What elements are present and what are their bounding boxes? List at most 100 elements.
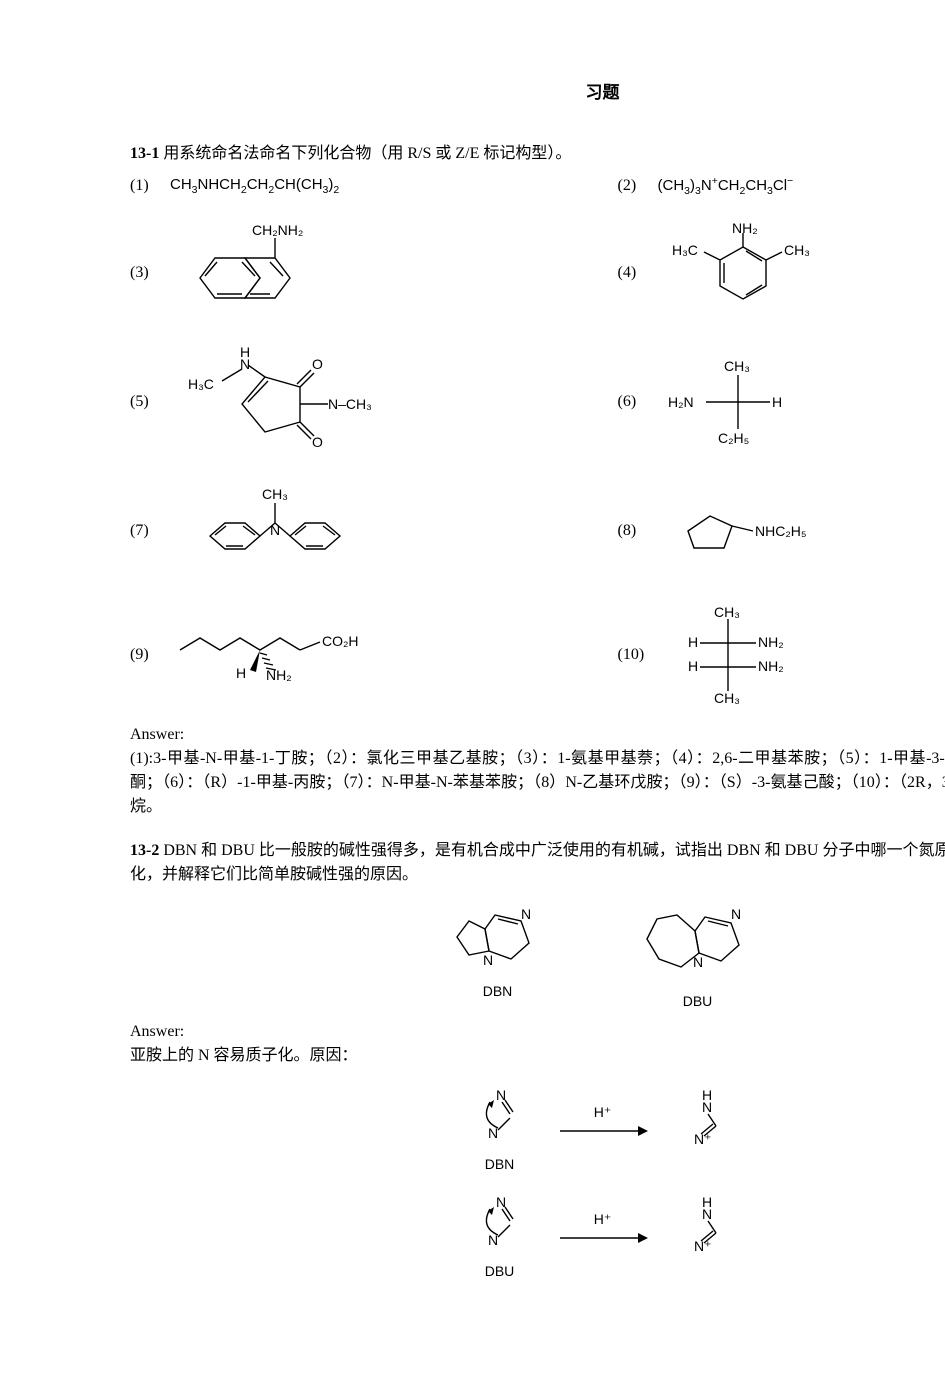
mech-dbu-N-bot: N bbox=[488, 1232, 498, 1248]
mech-dbu-arrow: H⁺ bbox=[558, 1209, 648, 1260]
structure-8: NHC₂H₅ bbox=[658, 496, 838, 566]
idx-9: (9) bbox=[130, 643, 158, 667]
item-3: (3) CH₂NH₂ bbox=[130, 223, 588, 323]
label-5-left: H₃C bbox=[188, 376, 214, 392]
mech-dbu-left: N N DBU bbox=[460, 1187, 540, 1282]
formula-2: (CH3)3N+CH2CH3Cl− bbox=[658, 174, 794, 200]
item-4: (4) NH₂ H₃C CH₃ bbox=[618, 223, 945, 323]
page-title: 习题 bbox=[130, 80, 945, 106]
label-8-right: NHC₂H₅ bbox=[755, 523, 807, 539]
label-4-top: NH₂ bbox=[732, 220, 758, 236]
idx-6: (6) bbox=[618, 390, 646, 414]
mech-dbu-right-svg: H N N⁺ bbox=[666, 1193, 746, 1263]
item-6: (6) CH₃ H H₂N C₂H₅ bbox=[618, 347, 945, 457]
mech-dbn-left: N N DBN bbox=[460, 1080, 540, 1175]
structure-dbu: N N bbox=[623, 897, 773, 987]
structure-6: CH₃ H H₂N C₂H₅ bbox=[658, 357, 808, 447]
idx-5: (5) bbox=[130, 390, 158, 414]
structure-dbn: N N bbox=[433, 897, 563, 977]
problem-13-2-head: 13-2 DBN 和 DBU 比一般胺的碱性强得多，是有机合成中广泛使用的有机碱… bbox=[130, 839, 945, 887]
dbu-N2: N bbox=[693, 954, 703, 970]
label-10-t: CH₃ bbox=[714, 604, 740, 620]
label-5-O1: O bbox=[312, 356, 323, 372]
mech-dbn-left-svg: N N bbox=[460, 1080, 540, 1150]
answer-1-body: (1):3-甲基-N-甲基-1-丁胺；（2）：氯化三甲基乙基胺；（3）：1-氨基… bbox=[130, 747, 945, 819]
item-2: (2) (CH3)3N+CH2CH3Cl− bbox=[618, 174, 945, 200]
structure-9: CO₂H H NH₂ bbox=[170, 620, 380, 690]
label-9-NH2: NH₂ bbox=[266, 667, 292, 683]
idx-10: (10) bbox=[618, 643, 646, 667]
answer-1-head: Answer: bbox=[130, 723, 945, 747]
idx-1: (1) bbox=[130, 174, 158, 198]
label-6-mid: H bbox=[772, 394, 782, 410]
arrow-dbn bbox=[558, 1123, 648, 1139]
mech-dbn-right-svg: H N N⁺ bbox=[666, 1086, 746, 1156]
item-1: (1) CH3NHCH2CH2CH(CH3)2 bbox=[130, 174, 588, 200]
label-6-top: CH₃ bbox=[724, 358, 750, 374]
label-5-H: H bbox=[240, 344, 250, 360]
label-5-O2: O bbox=[312, 434, 323, 450]
mech-dbn-right: H N N⁺ bbox=[666, 1086, 746, 1170]
mech-dbu-left-svg: N N bbox=[460, 1187, 540, 1257]
problem-text-1: 用系统命名法命名下列化合物（用 R/S 或 Z/E 标记构型）。 bbox=[159, 145, 571, 162]
wedge-9 bbox=[250, 650, 260, 672]
label-3-top: CH₂NH₂ bbox=[252, 222, 303, 238]
item-9: (9) CO₂H H NH₂ bbox=[130, 605, 588, 705]
mech-dbn-arrow: H⁺ bbox=[558, 1102, 648, 1153]
label-7-N: N bbox=[270, 522, 280, 538]
structure-7: CH₃ N bbox=[170, 481, 370, 581]
mech-dbu-label: DBU bbox=[485, 1261, 515, 1282]
problem-13-1-head: 13-1 用系统命名法命名下列化合物（用 R/S 或 Z/E 标记构型）。 bbox=[130, 142, 945, 166]
label-7-top: CH₃ bbox=[262, 486, 288, 502]
label-10-h2: H bbox=[688, 658, 698, 674]
mech-dbu-N-top2: N bbox=[702, 1206, 712, 1222]
structure-3: CH₂NH₂ bbox=[170, 223, 320, 323]
structure-10: CH₃ H H NH₂ NH₂ CH₃ bbox=[658, 605, 808, 705]
idx-3: (3) bbox=[130, 261, 158, 285]
formula-1: CH3NHCH2CH2CH(CH3)2 bbox=[170, 174, 339, 199]
item-7: (7) CH₃ N bbox=[130, 481, 588, 581]
dbu-col: N N DBU bbox=[623, 897, 773, 1012]
label-5-right: N–CH₃ bbox=[328, 396, 372, 412]
dbn-N2: N bbox=[483, 952, 493, 968]
answer-2-line: 亚胺上的 N 容易质子化。原因： bbox=[130, 1044, 945, 1068]
arrow-dbu bbox=[558, 1230, 648, 1246]
item-8: (8) NHC₂H₅ bbox=[618, 481, 945, 581]
item-5: (5) O O N–CH₃ N bbox=[130, 347, 588, 457]
dbn-label: DBN bbox=[483, 981, 513, 1002]
label-10-n2: NH₂ bbox=[758, 658, 784, 674]
label-4-left: H₃C bbox=[672, 242, 698, 258]
mech-dbn-Hplus: H⁺ bbox=[594, 1102, 612, 1123]
label-4-right: CH₃ bbox=[784, 242, 810, 258]
mech-dbu-Hplus: H⁺ bbox=[594, 1209, 612, 1230]
answer-2-head: Answer: bbox=[130, 1020, 945, 1044]
idx-2: (2) bbox=[618, 174, 646, 198]
structure-5: O O N–CH₃ N H H₃C bbox=[170, 347, 370, 457]
mech-dbn-N-top2: N bbox=[702, 1099, 712, 1115]
mech-dbu-right: H N N⁺ bbox=[666, 1193, 746, 1277]
dbn-dbu-row: N N DBN N N DBU bbox=[130, 897, 945, 1012]
idx-4: (4) bbox=[618, 261, 646, 285]
dbn-N1: N bbox=[521, 906, 531, 922]
label-10-h1: H bbox=[688, 634, 698, 650]
problem-number-2: 13-2 bbox=[130, 842, 159, 859]
label-6-left: H₂N bbox=[668, 394, 694, 410]
mech-dbn-label: DBN bbox=[485, 1154, 515, 1175]
dbn-col: N N DBN bbox=[433, 897, 563, 1012]
dbu-label: DBU bbox=[683, 991, 713, 1012]
problem-1-grid: (1) CH3NHCH2CH2CH(CH3)2 (2) (CH3)3N+CH2C… bbox=[130, 174, 945, 706]
mech-dbu-row: N N DBU H⁺ H N N⁺ bbox=[130, 1187, 945, 1282]
structure-4: NH₂ H₃C CH₃ bbox=[658, 223, 828, 323]
label-10-n1: NH₂ bbox=[758, 634, 784, 650]
label-9-right: CO₂H bbox=[322, 633, 359, 649]
idx-8: (8) bbox=[618, 519, 646, 543]
mech-dbn-N-bot: N bbox=[488, 1125, 498, 1141]
idx-7: (7) bbox=[130, 519, 158, 543]
label-10-b: CH₃ bbox=[714, 690, 740, 706]
item-10: (10) CH₃ H H NH₂ NH₂ CH₃ bbox=[618, 605, 945, 705]
label-6-bot: C₂H₅ bbox=[718, 430, 749, 446]
problem-text-2: DBN 和 DBU 比一般胺的碱性强得多，是有机合成中广泛使用的有机碱，试指出 … bbox=[130, 842, 945, 883]
problem-number-1: 13-1 bbox=[130, 145, 159, 162]
mech-dbn-row: N N DBN H⁺ H N N⁺ bbox=[130, 1080, 945, 1175]
dbu-N1: N bbox=[731, 906, 741, 922]
